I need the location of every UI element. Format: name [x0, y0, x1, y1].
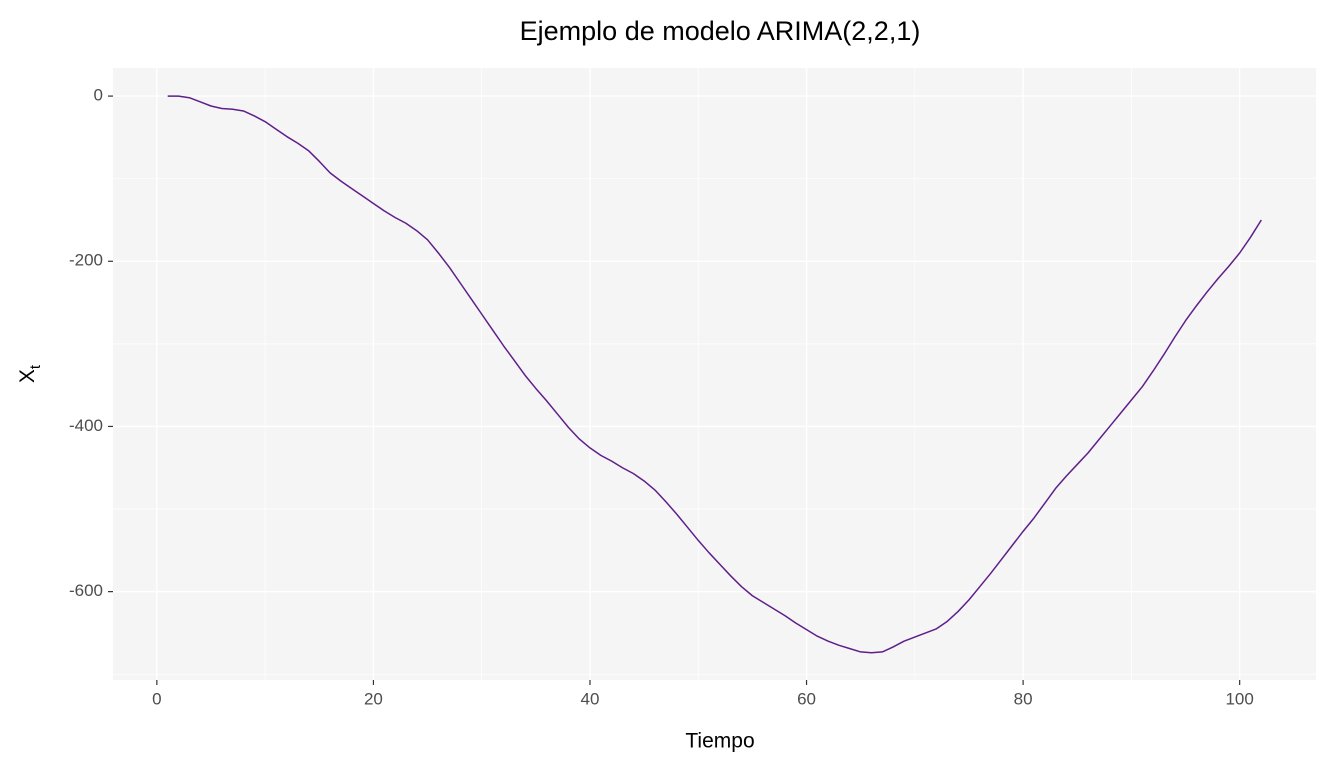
chart-title: Ejemplo de modelo ARIMA(2,2,1)	[520, 16, 921, 46]
grid	[113, 68, 1316, 680]
series-line	[167, 95, 1262, 654]
y-tick-label: -200	[69, 251, 103, 270]
y-axis-title-subscript: t	[27, 364, 44, 369]
y-axis-title: Xt	[16, 364, 44, 383]
y-tick-label: -600	[69, 581, 103, 600]
x-tick-label: 20	[364, 689, 383, 708]
y-tick-label: -400	[69, 416, 103, 435]
panel	[113, 68, 1316, 680]
x-axis-title: Tiempo	[685, 730, 754, 753]
plot	[167, 95, 1262, 654]
y-tick-label: 0	[94, 86, 103, 105]
y-axis-title-main: X	[16, 369, 39, 383]
x-tick-label: 0	[152, 689, 161, 708]
x-tick-label: 100	[1225, 689, 1253, 708]
x-tick-label: 60	[797, 689, 816, 708]
x-tick-label: 40	[581, 689, 600, 708]
x-tick-label: 80	[1014, 689, 1033, 708]
